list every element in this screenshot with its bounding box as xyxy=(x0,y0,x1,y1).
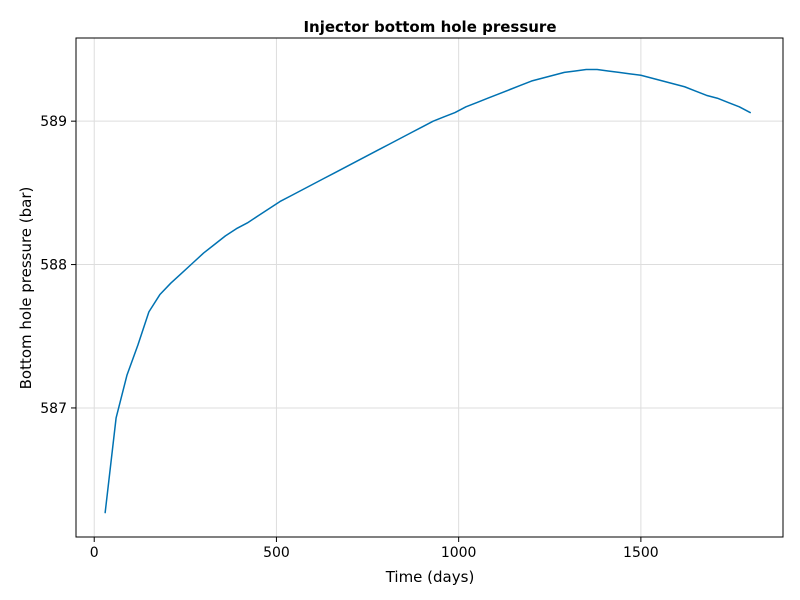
y-tick-label: 588 xyxy=(40,258,67,274)
series-layer xyxy=(104,68,751,514)
plot-frame xyxy=(75,37,784,538)
x-tick-label: 1000 xyxy=(441,545,477,561)
x-tick-label: 500 xyxy=(263,545,290,561)
x-tick-label: 0 xyxy=(90,545,99,561)
series-line xyxy=(104,68,751,514)
x-tick-label: 1500 xyxy=(623,545,659,561)
chart-title: Injector bottom hole pressure xyxy=(303,18,556,36)
y-axis-label: Bottom hole pressure (bar) xyxy=(17,187,35,390)
y-tick-label: 587 xyxy=(40,401,67,417)
y-tick-label: 589 xyxy=(40,114,67,130)
ticks: 0 500 1000 1500 587 588 589 xyxy=(40,114,658,561)
x-axis-label: Time (days) xyxy=(385,568,475,586)
grid xyxy=(76,38,783,537)
